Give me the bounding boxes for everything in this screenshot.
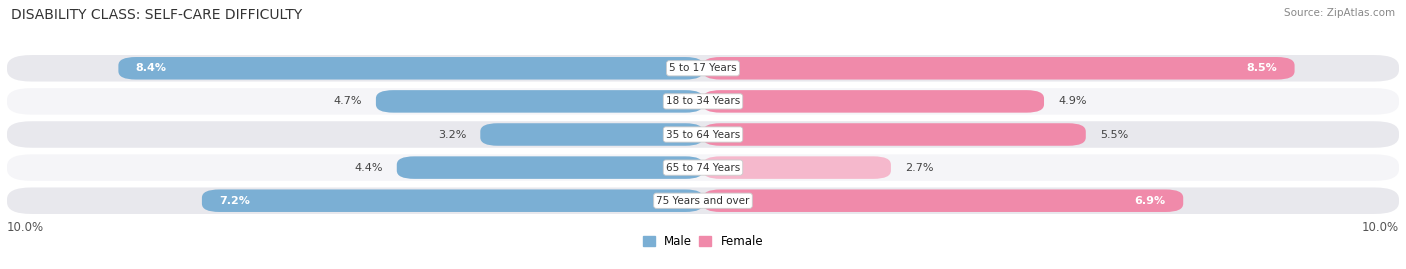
Text: 10.0%: 10.0% — [7, 221, 44, 234]
Text: 10.0%: 10.0% — [1362, 221, 1399, 234]
Text: Source: ZipAtlas.com: Source: ZipAtlas.com — [1284, 8, 1395, 18]
Legend: Male, Female: Male, Female — [638, 230, 768, 253]
Text: 18 to 34 Years: 18 to 34 Years — [666, 96, 740, 107]
Text: 4.4%: 4.4% — [354, 162, 382, 173]
FancyBboxPatch shape — [7, 121, 1399, 148]
FancyBboxPatch shape — [703, 189, 1184, 212]
FancyBboxPatch shape — [7, 88, 1399, 115]
FancyBboxPatch shape — [7, 55, 1399, 82]
FancyBboxPatch shape — [703, 156, 891, 179]
Text: 5 to 17 Years: 5 to 17 Years — [669, 63, 737, 73]
FancyBboxPatch shape — [481, 123, 703, 146]
Text: DISABILITY CLASS: SELF-CARE DIFFICULTY: DISABILITY CLASS: SELF-CARE DIFFICULTY — [11, 8, 302, 22]
FancyBboxPatch shape — [703, 123, 1085, 146]
FancyBboxPatch shape — [7, 187, 1399, 214]
FancyBboxPatch shape — [396, 156, 703, 179]
Text: 65 to 74 Years: 65 to 74 Years — [666, 162, 740, 173]
Text: 4.9%: 4.9% — [1057, 96, 1087, 107]
Text: 6.9%: 6.9% — [1135, 196, 1166, 206]
Text: 8.4%: 8.4% — [136, 63, 167, 73]
Text: 8.5%: 8.5% — [1247, 63, 1277, 73]
Text: 35 to 64 Years: 35 to 64 Years — [666, 129, 740, 140]
Text: 3.2%: 3.2% — [439, 129, 467, 140]
FancyBboxPatch shape — [703, 90, 1045, 113]
Text: 5.5%: 5.5% — [1099, 129, 1128, 140]
Text: 7.2%: 7.2% — [219, 196, 250, 206]
FancyBboxPatch shape — [7, 154, 1399, 181]
FancyBboxPatch shape — [118, 57, 703, 80]
Text: 2.7%: 2.7% — [905, 162, 934, 173]
FancyBboxPatch shape — [202, 189, 703, 212]
Text: 75 Years and over: 75 Years and over — [657, 196, 749, 206]
FancyBboxPatch shape — [703, 57, 1295, 80]
Text: 4.7%: 4.7% — [333, 96, 361, 107]
FancyBboxPatch shape — [375, 90, 703, 113]
